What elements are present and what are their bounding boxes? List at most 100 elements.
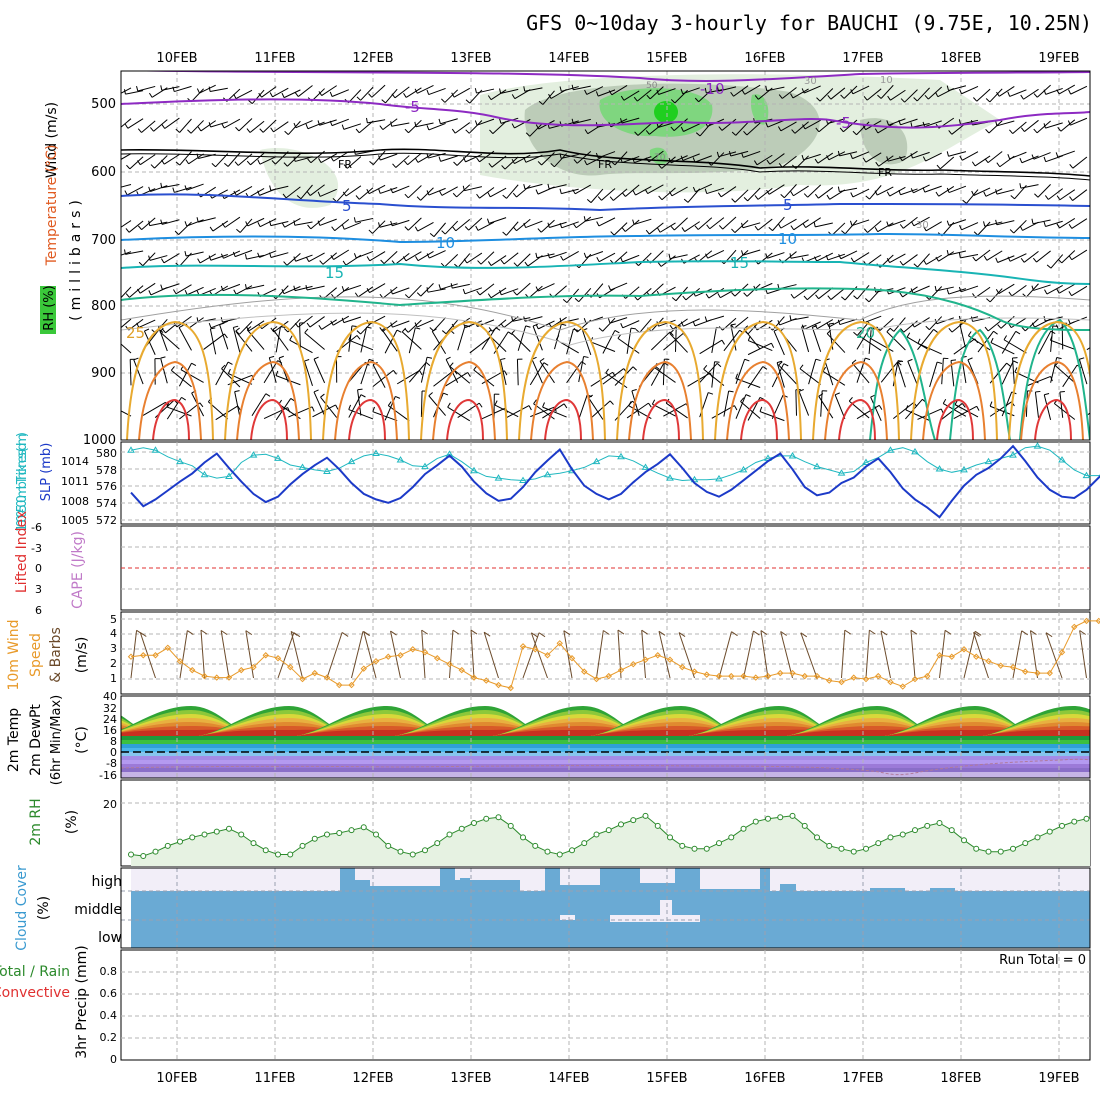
rh-point <box>985 848 992 855</box>
bottom-date-label: 14FEB <box>548 1071 589 1086</box>
wind-barb <box>176 315 192 328</box>
rh-point <box>164 842 171 849</box>
wind-barb <box>259 250 277 258</box>
wind10-barb-flag <box>421 629 428 635</box>
wind-barb <box>711 361 716 388</box>
upper-ylabel-units: (millibars) <box>68 195 84 321</box>
wind-barb-flag <box>438 156 442 162</box>
wind-barb-flag <box>488 327 493 332</box>
wind-barb <box>1059 391 1064 418</box>
wind-barb-flag <box>248 99 253 105</box>
wind-barb <box>904 89 918 103</box>
wind-barb <box>778 364 797 385</box>
wind-barb-flag <box>348 335 352 341</box>
wind10-barb <box>220 630 230 679</box>
wind-barb-flag <box>499 118 502 124</box>
wind-barb-flag <box>814 256 818 262</box>
rh-ylabel: 2m RH <box>28 798 44 845</box>
wind-barb <box>790 316 809 321</box>
rh-point <box>667 834 673 841</box>
wind-barb <box>888 118 906 126</box>
wind-barb <box>121 410 132 417</box>
cloud-notch <box>930 888 955 891</box>
temp-tick: 8 <box>110 735 117 748</box>
wind-barb <box>865 152 882 163</box>
wind-barb <box>602 317 616 332</box>
wind-barb <box>251 393 267 417</box>
wind-barb-flag <box>814 193 819 199</box>
wind-barb <box>272 87 289 98</box>
cloud-gap <box>610 915 700 922</box>
wind-barb <box>121 153 132 160</box>
wind10-point <box>899 683 906 690</box>
wind-barb-flag <box>441 230 446 235</box>
wind-barb-flag <box>670 99 676 104</box>
wind-barb-flag <box>718 225 724 230</box>
wind-barb <box>695 183 713 193</box>
wind-barb-flag <box>148 255 151 261</box>
wind-barb-flag <box>246 160 251 166</box>
wind-barb <box>799 368 822 385</box>
wind10-point <box>287 663 294 671</box>
wind-barb-flag <box>886 257 891 263</box>
wind-barb <box>707 249 725 259</box>
wind-barb-flag <box>148 186 151 192</box>
wind-barb <box>440 118 458 125</box>
wind-barb-flag <box>874 227 879 232</box>
wind-barb <box>805 217 821 228</box>
wind-barb <box>953 405 977 420</box>
temp-hump <box>983 729 1090 736</box>
wind-barb <box>851 219 870 227</box>
rh-point <box>152 848 159 855</box>
pressure-tick: 700 <box>91 233 116 248</box>
wind-barb <box>654 367 676 383</box>
wind-barb <box>452 283 470 289</box>
temp-band <box>121 768 1090 772</box>
wind-barb-flag <box>815 294 820 300</box>
contour-label: 15 <box>730 254 749 272</box>
wind-barb-flag <box>160 182 163 188</box>
wind-barb-flag <box>209 226 214 232</box>
contour-label: -5 <box>836 114 851 132</box>
wind-barb-flag <box>985 128 990 134</box>
wind-barb-flag <box>348 404 352 410</box>
wind-barb-flag <box>572 189 576 195</box>
wind-barb <box>852 151 870 160</box>
wind-barb-flag <box>721 339 725 345</box>
wind-barb-flag <box>741 222 744 228</box>
wind-barb <box>929 361 938 388</box>
wind-barb <box>1036 120 1051 134</box>
thickness-point <box>911 447 919 455</box>
wind-barb <box>623 90 640 101</box>
wind-barb-flag <box>401 327 407 333</box>
rh-point <box>275 851 281 858</box>
slp-line <box>130 444 1100 519</box>
wind10-point <box>323 674 331 681</box>
wind-barb-flag <box>1049 335 1053 341</box>
warm-contour-35 <box>642 398 680 440</box>
wind-barb <box>382 320 398 332</box>
wind10-barb-flag <box>452 629 460 635</box>
wind-barb <box>820 390 823 417</box>
wind-barb-flag <box>1007 154 1011 160</box>
wind-barb-flag <box>959 225 962 231</box>
wind-barb <box>866 88 882 101</box>
warm-contour-30 <box>726 360 790 440</box>
wind-barb <box>270 185 289 191</box>
dewpoint-line <box>121 758 1090 776</box>
wind-barb <box>734 220 749 233</box>
wind-barb-flag <box>984 326 989 332</box>
rh-point <box>875 840 882 847</box>
precip-tick: 0.8 <box>100 965 118 978</box>
wind-barb-flag <box>342 191 347 197</box>
wind-barb-flag <box>438 284 441 290</box>
wind-barb <box>456 184 471 198</box>
wind-barb-flag <box>789 253 792 259</box>
wind-barb <box>394 252 410 265</box>
wind-barb <box>996 220 1015 226</box>
wind-barb <box>985 188 1003 197</box>
wind10-barb <box>939 630 946 679</box>
wind-barb-flag <box>555 335 560 341</box>
wind-barb-flag <box>234 161 239 166</box>
wind-barb <box>287 153 301 167</box>
